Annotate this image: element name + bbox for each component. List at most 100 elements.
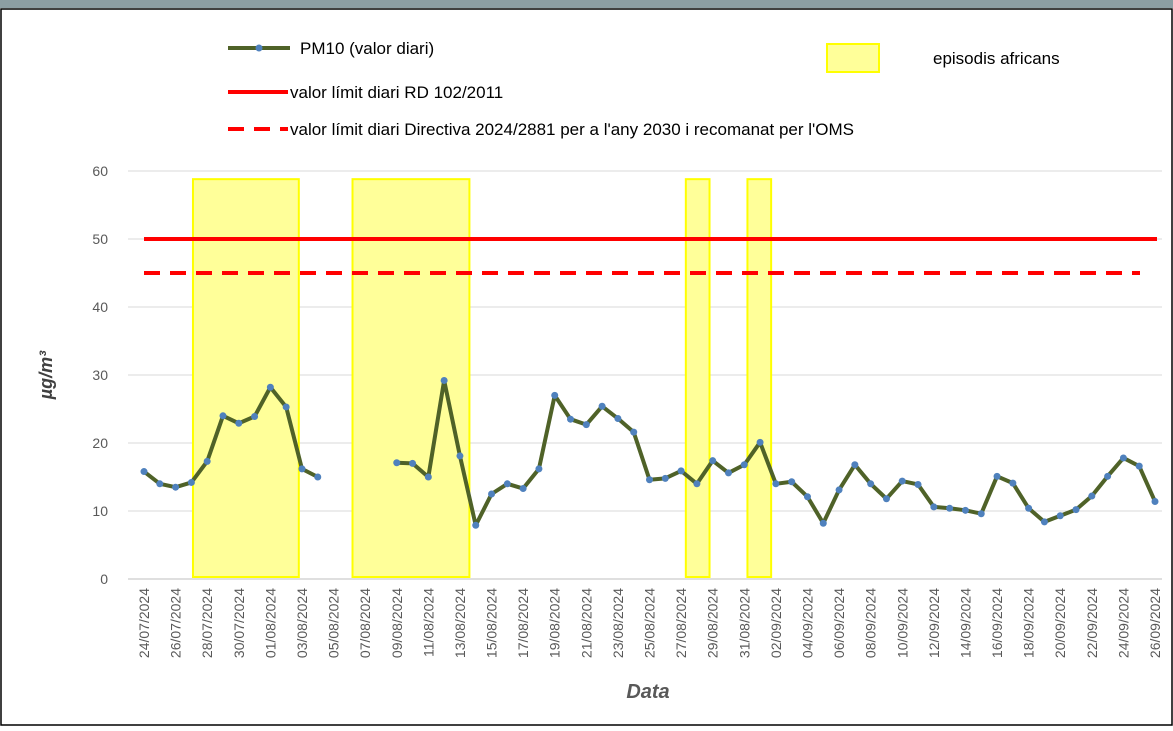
data-point <box>424 473 432 481</box>
data-point <box>851 461 859 469</box>
x-tick-label: 31/08/2024 <box>736 588 752 658</box>
data-point <box>977 510 985 518</box>
x-tick-label: 21/08/2024 <box>578 588 594 658</box>
data-point <box>282 403 290 411</box>
data-point <box>314 473 322 481</box>
data-point <box>298 465 306 473</box>
data-point <box>803 493 811 501</box>
data-point <box>882 495 890 503</box>
data-point <box>961 506 969 514</box>
data-point <box>266 383 274 391</box>
legend-label: PM10 (valor diari) <box>300 39 434 58</box>
x-tick-label: 15/08/2024 <box>484 588 500 658</box>
x-tick-label: 23/08/2024 <box>610 588 626 658</box>
x-tick-label: 20/09/2024 <box>1052 588 1068 658</box>
x-tick-label: 07/08/2024 <box>357 588 373 658</box>
data-point <box>1104 472 1112 480</box>
x-tick-label: 12/09/2024 <box>926 588 942 658</box>
data-point <box>1025 504 1033 512</box>
y-tick-label: 30 <box>92 367 108 383</box>
data-point <box>693 480 701 488</box>
data-point <box>661 474 669 482</box>
data-point <box>598 402 606 410</box>
data-point <box>235 419 243 427</box>
frame <box>0 8 1173 726</box>
x-tick-label: 08/09/2024 <box>863 588 879 658</box>
x-tick-label: 29/08/2024 <box>705 588 721 658</box>
legend-label: valor límit diari RD 102/2011 <box>290 83 503 102</box>
x-tick-label: 10/09/2024 <box>894 588 910 658</box>
x-tick-label: 14/09/2024 <box>957 588 973 658</box>
x-tick-label: 26/07/2024 <box>168 588 184 658</box>
data-point <box>393 459 401 467</box>
x-tick-label: 01/08/2024 <box>262 588 278 658</box>
data-point <box>456 452 464 460</box>
data-point <box>788 478 796 486</box>
x-tick-label: 28/07/2024 <box>199 588 215 658</box>
data-point <box>1056 512 1064 520</box>
data-point <box>930 503 938 511</box>
x-tick-label: 13/08/2024 <box>452 588 468 658</box>
data-point <box>898 477 906 485</box>
data-point <box>835 486 843 494</box>
data-point <box>1088 492 1096 500</box>
data-point <box>946 504 954 512</box>
data-point <box>440 376 448 384</box>
x-tick-label: 05/08/2024 <box>326 588 342 658</box>
x-tick-label: 30/07/2024 <box>231 588 247 658</box>
data-point <box>867 480 875 488</box>
data-point <box>709 457 717 465</box>
data-point <box>219 412 227 420</box>
x-tick-label: 17/08/2024 <box>515 588 531 658</box>
y-tick-label: 50 <box>92 231 108 247</box>
x-tick-label: 19/08/2024 <box>547 588 563 658</box>
data-point <box>756 438 764 446</box>
data-point <box>677 467 685 475</box>
data-point <box>1009 479 1017 487</box>
legend-marker <box>255 44 263 52</box>
data-point <box>646 476 653 484</box>
x-tick-label: 11/08/2024 <box>420 588 436 657</box>
data-point <box>1119 454 1127 462</box>
data-point <box>156 480 164 488</box>
data-point <box>567 415 575 423</box>
x-tick-label: 24/09/2024 <box>1115 588 1131 658</box>
data-point <box>409 459 417 467</box>
data-point <box>551 391 559 399</box>
x-tick-label: 09/08/2024 <box>389 588 405 658</box>
legend-label: episodis africans <box>933 49 1060 68</box>
episode-band <box>746 178 773 578</box>
x-tick-label: 16/09/2024 <box>989 588 1005 658</box>
top-bar <box>0 0 1173 8</box>
data-point <box>1040 518 1048 526</box>
data-point <box>772 480 780 488</box>
data-point <box>519 485 527 493</box>
data-point <box>251 412 259 420</box>
x-tick-label: 04/09/2024 <box>799 588 815 658</box>
data-point <box>1072 506 1080 514</box>
data-point <box>203 457 211 465</box>
y-tick-label: 40 <box>92 299 108 315</box>
x-tick-label: 06/09/2024 <box>831 588 847 658</box>
x-tick-label: 03/08/2024 <box>294 588 310 658</box>
data-point <box>1151 497 1159 505</box>
x-tick-label: 02/09/2024 <box>768 588 784 658</box>
data-point <box>187 478 195 486</box>
episode-band <box>191 178 300 578</box>
data-point <box>740 461 748 469</box>
x-tick-label: 18/09/2024 <box>1021 588 1037 658</box>
x-tick-label: 27/08/2024 <box>673 588 689 658</box>
data-point <box>614 415 622 423</box>
data-point <box>472 521 480 529</box>
data-point <box>724 469 732 477</box>
data-point <box>582 421 590 429</box>
data-point <box>503 480 511 488</box>
data-point <box>140 468 148 476</box>
y-tick-label: 10 <box>92 503 108 519</box>
x-axis-label: Data <box>626 681 669 703</box>
legend-swatch <box>826 43 880 73</box>
data-point <box>914 480 922 488</box>
data-point <box>488 490 496 498</box>
y-tick-label: 60 <box>92 163 108 179</box>
